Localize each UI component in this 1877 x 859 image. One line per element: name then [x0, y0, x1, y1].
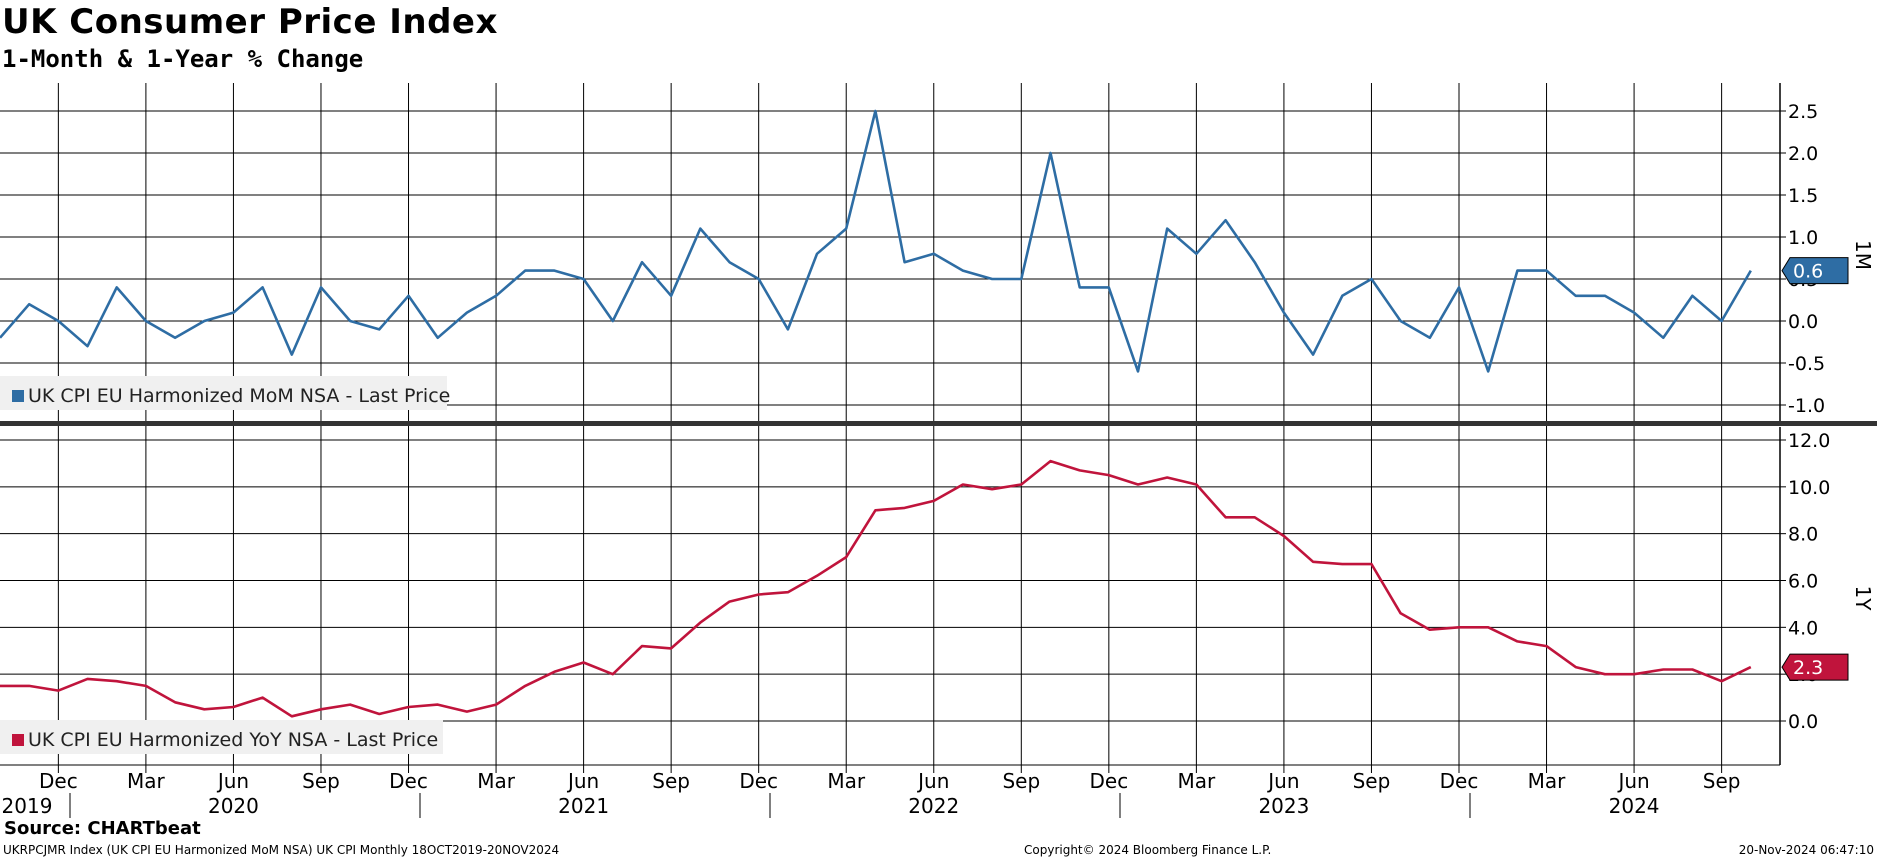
- x-month-label: Sep: [1703, 769, 1741, 793]
- y-tick-label: -1.0: [1788, 395, 1825, 417]
- y-tick-label: 8.0: [1788, 524, 1818, 546]
- last-value-label: 0.6: [1793, 261, 1823, 283]
- y-tick-label: 6.0: [1788, 571, 1818, 593]
- last-value-box: [1781, 257, 1849, 285]
- y-tick-label: 1.0: [1788, 227, 1818, 249]
- x-year-label: 2022: [908, 794, 959, 818]
- x-year-label: 2024: [1609, 794, 1660, 818]
- footer-copyright: Copyright© 2024 Bloomberg Finance L.P.: [1024, 843, 1272, 857]
- y-tick-label: 2.5: [1788, 101, 1818, 123]
- x-month-label: Sep: [302, 769, 340, 793]
- x-month-label: Mar: [127, 769, 166, 793]
- x-month-label: Dec: [389, 769, 428, 793]
- x-year-label: 2020: [208, 794, 259, 818]
- y-tick-label: -0.5: [1788, 353, 1825, 375]
- x-year-label: 2021: [558, 794, 609, 818]
- x-month-label: Jun: [1266, 769, 1299, 793]
- legend-swatch: [12, 734, 24, 746]
- legend-swatch: [12, 390, 24, 402]
- x-month-label: Dec: [39, 769, 78, 793]
- source-label: Source: CHARTbeat: [4, 818, 201, 839]
- series-line: [0, 109, 1752, 373]
- panel-label: 1M: [1851, 240, 1875, 270]
- x-month-label: Jun: [1616, 769, 1649, 793]
- x-year-label: 2023: [1258, 794, 1309, 818]
- x-month-label: Mar: [1528, 769, 1567, 793]
- y-tick-label: 1.5: [1788, 185, 1818, 207]
- x-month-label: Jun: [916, 769, 949, 793]
- x-month-label: Sep: [1002, 769, 1040, 793]
- legend-box: [0, 376, 447, 410]
- footer-timestamp: 20-Nov-2024 06:47:10: [1738, 843, 1874, 857]
- x-month-label: Mar: [827, 769, 866, 793]
- x-month-label: Dec: [1440, 769, 1479, 793]
- y-tick-label: 2.0: [1788, 143, 1818, 165]
- panel-label: 1Y: [1851, 586, 1875, 612]
- x-year-label: 2019: [2, 794, 53, 818]
- y-tick-label: 10.0: [1788, 477, 1830, 499]
- page-subtitle: 1-Month & 1-Year % Change: [2, 45, 364, 73]
- panel-separator: [0, 421, 1877, 426]
- x-month-label: Mar: [1178, 769, 1217, 793]
- legend-label: UK CPI EU Harmonized MoM NSA - Last Pric…: [28, 385, 450, 407]
- x-month-label: Jun: [216, 769, 249, 793]
- page-title: UK Consumer Price Index: [2, 2, 498, 42]
- last-value-box: [1781, 653, 1849, 681]
- x-month-label: Mar: [477, 769, 516, 793]
- y-tick-label: 0.0: [1788, 711, 1818, 733]
- last-value-label: 2.3: [1793, 657, 1823, 679]
- legend-box: [0, 720, 443, 754]
- y-tick-label: 12.0: [1788, 430, 1830, 452]
- x-month-label: Dec: [739, 769, 778, 793]
- x-month-label: Dec: [1089, 769, 1128, 793]
- y-tick-label: 4.0: [1788, 617, 1818, 639]
- footer-ticker-info: UKRPCJMR Index (UK CPI EU Harmonized MoM…: [3, 843, 560, 857]
- legend-label: UK CPI EU Harmonized YoY NSA - Last Pric…: [28, 729, 438, 751]
- x-month-label: Sep: [1353, 769, 1391, 793]
- series-line: [0, 459, 1752, 718]
- x-month-label: Jun: [566, 769, 599, 793]
- y-tick-label: 0.0: [1788, 311, 1818, 333]
- x-month-label: Sep: [652, 769, 690, 793]
